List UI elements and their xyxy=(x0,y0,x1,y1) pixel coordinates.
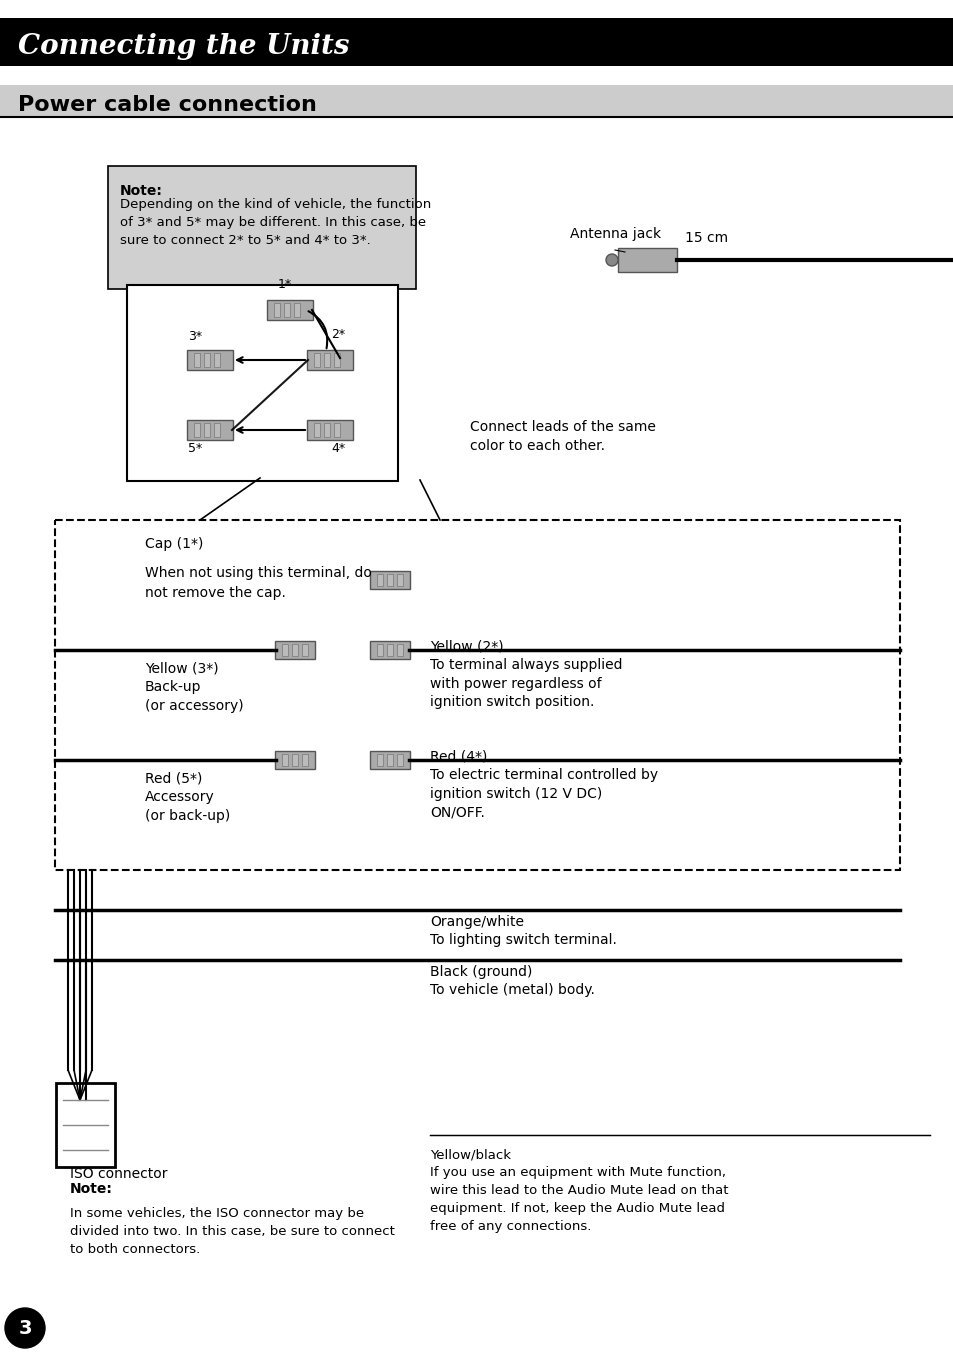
FancyBboxPatch shape xyxy=(213,423,220,438)
FancyBboxPatch shape xyxy=(307,420,353,440)
FancyBboxPatch shape xyxy=(56,1083,115,1167)
FancyBboxPatch shape xyxy=(127,285,397,481)
Text: ISO connector: ISO connector xyxy=(70,1167,168,1182)
Text: In some vehicles, the ISO connector may be
divided into two. In this case, be su: In some vehicles, the ISO connector may … xyxy=(70,1207,395,1256)
Text: Orange/white
To lighting switch terminal.: Orange/white To lighting switch terminal… xyxy=(430,915,617,947)
FancyBboxPatch shape xyxy=(618,248,677,272)
FancyBboxPatch shape xyxy=(370,641,410,659)
Text: 1*: 1* xyxy=(277,278,292,291)
FancyBboxPatch shape xyxy=(324,354,330,367)
FancyBboxPatch shape xyxy=(204,354,210,367)
FancyBboxPatch shape xyxy=(187,420,233,440)
FancyBboxPatch shape xyxy=(292,753,297,766)
Text: Note:: Note: xyxy=(70,1182,112,1196)
FancyBboxPatch shape xyxy=(274,641,314,659)
FancyBboxPatch shape xyxy=(334,423,339,438)
FancyBboxPatch shape xyxy=(0,85,953,117)
FancyBboxPatch shape xyxy=(274,304,280,317)
FancyBboxPatch shape xyxy=(267,299,313,320)
Text: 5*: 5* xyxy=(188,442,202,455)
Text: Black (ground)
To vehicle (metal) body.: Black (ground) To vehicle (metal) body. xyxy=(430,965,595,997)
FancyBboxPatch shape xyxy=(0,18,953,66)
Text: 2*: 2* xyxy=(331,328,345,341)
FancyBboxPatch shape xyxy=(187,350,233,370)
FancyBboxPatch shape xyxy=(396,575,402,585)
FancyBboxPatch shape xyxy=(282,644,288,656)
Text: 3: 3 xyxy=(18,1318,31,1337)
Text: Cap (1*): Cap (1*) xyxy=(145,537,203,551)
FancyBboxPatch shape xyxy=(193,354,200,367)
FancyBboxPatch shape xyxy=(294,304,299,317)
Text: Power cable connection: Power cable connection xyxy=(18,95,316,115)
FancyBboxPatch shape xyxy=(387,753,393,766)
FancyBboxPatch shape xyxy=(213,354,220,367)
Text: When not using this terminal, do
not remove the cap.: When not using this terminal, do not rem… xyxy=(145,566,372,599)
FancyBboxPatch shape xyxy=(387,644,393,656)
Text: Yellow/black
If you use an equipment with Mute function,
wire this lead to the A: Yellow/black If you use an equipment wit… xyxy=(430,1148,728,1233)
Circle shape xyxy=(605,253,618,266)
FancyBboxPatch shape xyxy=(396,753,402,766)
FancyBboxPatch shape xyxy=(314,354,319,367)
FancyBboxPatch shape xyxy=(302,644,308,656)
Text: Note:: Note: xyxy=(120,184,163,198)
Text: Antenna jack: Antenna jack xyxy=(569,228,660,241)
FancyBboxPatch shape xyxy=(334,354,339,367)
FancyBboxPatch shape xyxy=(370,751,410,770)
FancyBboxPatch shape xyxy=(307,350,353,370)
Circle shape xyxy=(5,1308,45,1348)
FancyBboxPatch shape xyxy=(193,423,200,438)
Text: 4*: 4* xyxy=(331,442,345,455)
FancyBboxPatch shape xyxy=(292,644,297,656)
FancyBboxPatch shape xyxy=(108,167,416,289)
FancyBboxPatch shape xyxy=(376,753,382,766)
Text: 3*: 3* xyxy=(188,331,202,343)
FancyBboxPatch shape xyxy=(204,423,210,438)
Text: Yellow (2*)
To terminal always supplied
with power regardless of
ignition switch: Yellow (2*) To terminal always supplied … xyxy=(430,640,622,709)
Text: 15 cm: 15 cm xyxy=(684,230,727,245)
Text: Depending on the kind of vehicle, the function
of 3* and 5* may be different. In: Depending on the kind of vehicle, the fu… xyxy=(120,198,431,247)
FancyBboxPatch shape xyxy=(376,644,382,656)
FancyBboxPatch shape xyxy=(324,423,330,438)
Text: Connecting the Units: Connecting the Units xyxy=(18,34,349,61)
FancyBboxPatch shape xyxy=(396,644,402,656)
FancyBboxPatch shape xyxy=(284,304,290,317)
FancyBboxPatch shape xyxy=(376,575,382,585)
FancyBboxPatch shape xyxy=(387,575,393,585)
FancyBboxPatch shape xyxy=(314,423,319,438)
Text: Yellow (3*)
Back-up
(or accessory): Yellow (3*) Back-up (or accessory) xyxy=(145,663,243,713)
Text: Connect leads of the same
color to each other.: Connect leads of the same color to each … xyxy=(470,420,656,454)
FancyBboxPatch shape xyxy=(370,570,410,589)
FancyBboxPatch shape xyxy=(274,751,314,770)
FancyBboxPatch shape xyxy=(282,753,288,766)
Text: Red (5*)
Accessory
(or back-up): Red (5*) Accessory (or back-up) xyxy=(145,772,230,822)
Text: Red (4*)
To electric terminal controlled by
ignition switch (12 V DC)
ON/OFF.: Red (4*) To electric terminal controlled… xyxy=(430,751,658,820)
FancyBboxPatch shape xyxy=(302,753,308,766)
